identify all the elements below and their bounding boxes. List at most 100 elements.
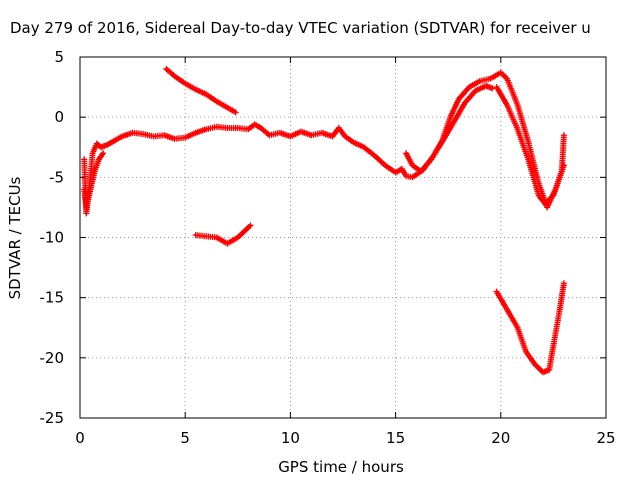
series-ascending-band — [403, 69, 567, 211]
data-point-markers — [560, 280, 567, 287]
series-mid-branch — [192, 222, 254, 247]
x-tick-label: 5 — [180, 429, 190, 447]
data-point-markers — [93, 140, 103, 149]
data-point-markers — [335, 125, 347, 138]
data-point-markers — [392, 166, 404, 176]
data-point-markers — [550, 308, 563, 349]
data-point-markers — [213, 98, 229, 110]
x-tick-label: 15 — [386, 429, 405, 447]
data-point-markers — [504, 306, 520, 329]
y-tick-label: 0 — [54, 108, 64, 126]
y-tick-label: -15 — [40, 289, 65, 307]
y-tick-label: -20 — [40, 349, 65, 367]
data-point-markers — [428, 140, 444, 163]
data-point-markers — [382, 162, 397, 175]
data-point-markers — [455, 85, 471, 103]
data-point-markers — [403, 173, 414, 180]
data-point-markers — [140, 131, 155, 139]
y-axis-label: SDTVAR / TECUs — [6, 176, 24, 299]
data-point-markers — [556, 282, 567, 313]
data-point-markers — [247, 222, 254, 229]
data-point-markers — [514, 126, 531, 161]
series-lower-arc — [493, 280, 567, 376]
data-point-markers — [245, 122, 257, 133]
data-point-markers — [163, 66, 177, 78]
data-point-markers — [100, 150, 107, 157]
data-point-markers — [493, 84, 510, 107]
data-point-markers — [342, 133, 355, 145]
data-point-markers — [466, 79, 481, 91]
data-point-markers — [493, 288, 510, 311]
data-point-markers — [95, 151, 106, 163]
data-point-markers — [403, 150, 415, 167]
series-low-trace — [81, 150, 107, 211]
x-tick-label: 20 — [491, 429, 510, 447]
x-tick-label: 25 — [596, 429, 615, 447]
data-point-markers — [546, 344, 556, 373]
data-point-markers — [182, 130, 197, 141]
data-point-markers — [487, 70, 502, 82]
data-point-markers — [224, 235, 239, 247]
data-point-markers — [525, 156, 542, 197]
series-upper-branch — [163, 66, 239, 116]
data-point-markers — [224, 104, 237, 115]
data-point-markers — [350, 139, 366, 150]
data-point-markers — [104, 139, 116, 148]
y-tick-label: -10 — [40, 229, 65, 247]
data-point-markers — [504, 75, 520, 107]
data-point-markers — [525, 138, 542, 185]
data-point-markers — [550, 170, 565, 199]
data-point-markers — [87, 152, 96, 178]
x-axis-label: GPS time / hours — [278, 458, 404, 476]
data-point-markers — [287, 129, 303, 140]
data-point-markers — [91, 158, 102, 175]
data-point-markers — [504, 102, 520, 131]
data-point-markers — [203, 91, 218, 104]
axis-ticks: 0 5 10 15 20 25 -25 -20 -15 -10 -5 0 5 — [40, 48, 616, 447]
grid — [79, 56, 607, 419]
data-point-markers — [514, 102, 531, 143]
data-point-markers — [213, 234, 229, 246]
data-point-markers — [462, 89, 478, 106]
data-point-markers — [489, 85, 496, 92]
data-point-markers — [89, 142, 99, 157]
data-point-markers — [232, 109, 239, 116]
data-point-markers — [171, 134, 187, 142]
data-point-markers — [438, 116, 453, 145]
data-point-markers — [234, 224, 252, 241]
y-tick-label: 5 — [54, 48, 64, 66]
data-point-markers — [257, 125, 271, 137]
y-tick-label: -25 — [40, 409, 65, 427]
x-tick-label: 0 — [75, 429, 85, 447]
data-point-markers — [161, 132, 176, 142]
data-point-markers — [276, 129, 292, 139]
data-point-markers — [308, 130, 323, 139]
data-point-markers — [251, 121, 263, 131]
data-point-markers — [110, 134, 124, 145]
data-point-markers — [361, 144, 377, 158]
data-point-markers — [371, 152, 387, 167]
data-point-markers — [497, 69, 509, 81]
data-point-markers — [523, 348, 537, 366]
data-point-markers — [451, 101, 467, 124]
data-point-markers — [514, 324, 529, 353]
series-main-track — [81, 82, 496, 217]
data-point-markers — [171, 73, 187, 86]
data-point-markers — [560, 132, 567, 139]
data-point-markers — [447, 97, 461, 121]
plot-frame — [79, 56, 607, 419]
y-tick-label: -5 — [49, 168, 64, 186]
x-tick-label: 10 — [281, 429, 300, 447]
data-point-markers — [398, 165, 409, 178]
data-point-markers — [182, 80, 197, 92]
data-series — [81, 66, 567, 376]
data-point-markers — [472, 83, 488, 94]
data-point-markers — [558, 134, 567, 175]
series-descending-arc — [493, 84, 567, 207]
data-point-markers — [531, 360, 545, 374]
data-point-markers — [192, 86, 208, 97]
data-point-markers — [417, 157, 434, 175]
chart-title: Day 279 of 2016, Sidereal Day-to-day VTE… — [10, 19, 591, 37]
data-point-markers — [542, 193, 555, 207]
